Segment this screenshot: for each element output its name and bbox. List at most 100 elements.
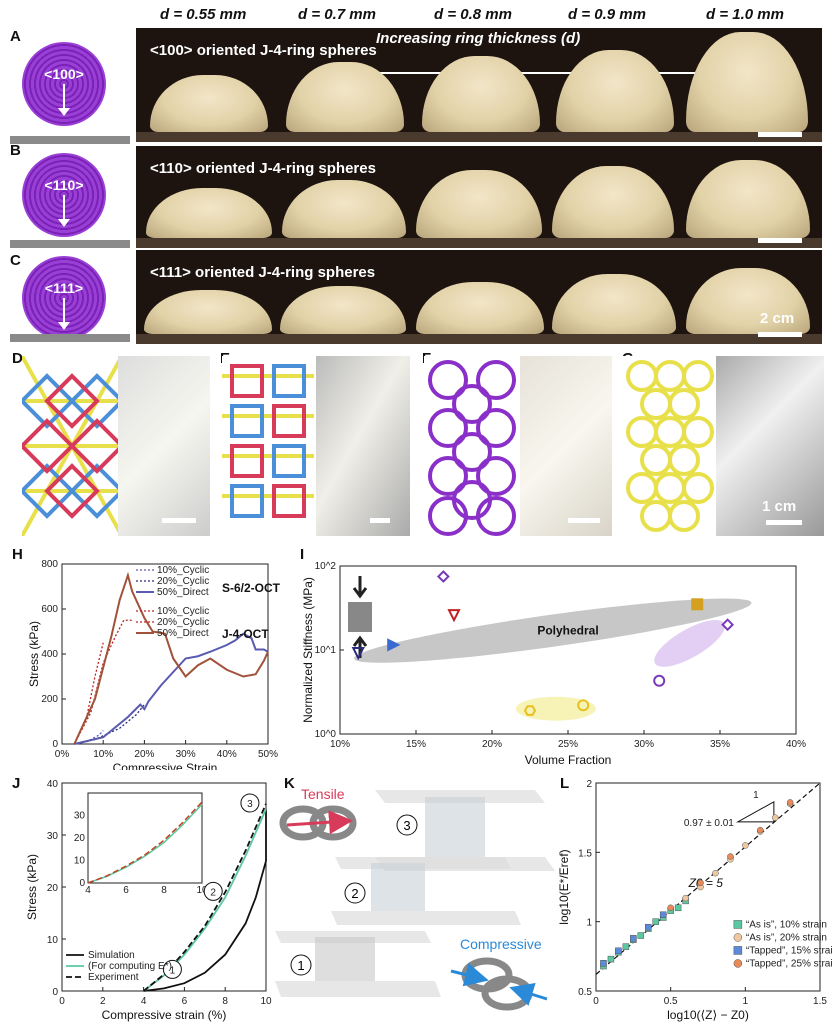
- x-axis-label: log10(⟨Z⟩ − Z0): [667, 1008, 749, 1022]
- shelf: [136, 238, 822, 248]
- thickness-header-5: d = 1.0 mm: [706, 6, 784, 23]
- increasing-label: Increasing ring thickness (d): [376, 30, 581, 47]
- y-tick-label: 0.5: [578, 987, 592, 998]
- data-point: [786, 799, 794, 806]
- arrow-down-icon: [58, 298, 70, 330]
- sphere-111: <111>: [22, 256, 106, 340]
- y-tick-label: 1.5: [578, 848, 592, 859]
- data-point: [645, 923, 652, 931]
- y-tick-label: 30: [47, 831, 59, 842]
- data-point: [447, 609, 461, 623]
- sponge: [282, 180, 406, 238]
- data-point: [622, 943, 630, 950]
- legend-swatch: [733, 946, 743, 955]
- x-tick-label: 40%: [217, 749, 237, 760]
- lattice-photo-g: 1 cm: [716, 356, 824, 536]
- x-tick-label: 4: [141, 996, 147, 1007]
- x-tick-label: 50%: [258, 749, 278, 760]
- y-tick-label: 1: [586, 918, 592, 929]
- sponge: [416, 170, 542, 238]
- floor: [10, 334, 130, 342]
- slope-one-label: 1: [753, 790, 759, 801]
- purple-region: [654, 619, 725, 667]
- scale-bar: [370, 518, 390, 523]
- polyhedral-region: [354, 598, 752, 663]
- inset-y-tick-label: 30: [74, 811, 86, 822]
- y-axis-label: Stress (kPa): [27, 621, 41, 687]
- x-tick-label: 20%: [482, 739, 502, 750]
- thickness-header-2: d = 0.7 mm: [298, 6, 376, 23]
- compressive-arrow-icon: [509, 982, 548, 1006]
- circled-marker: [240, 793, 260, 813]
- data-point: [691, 598, 704, 611]
- compressive-label: Compressive: [460, 936, 542, 952]
- legend-entry: 10%_Cyclic: [157, 565, 209, 576]
- x-tick-label: 0: [59, 996, 65, 1007]
- chart-i: Polyhedral 10% 15% 20% 25% 30% 35% 40% 10^0 10^1 1…: [301, 561, 806, 767]
- compressive-arrow-icon: [450, 962, 489, 987]
- scale-bar: [568, 518, 600, 523]
- series-line: [73, 571, 269, 745]
- x-tick-label: 10%: [330, 739, 350, 750]
- sponge: [552, 274, 676, 334]
- series-line: [74, 632, 269, 745]
- inset-y-tick-label: 0: [79, 878, 85, 889]
- series-line: [143, 809, 267, 992]
- marker-2-label: 2: [351, 886, 358, 901]
- data-point: [630, 935, 637, 942]
- scale-label-2cm: 2 cm: [760, 310, 795, 327]
- x-tick-label: 6: [182, 996, 188, 1007]
- y-tick-label: 600: [41, 604, 58, 615]
- data-point: [653, 674, 666, 687]
- marker-1: [290, 954, 312, 976]
- panel-j-label: J: [12, 775, 21, 792]
- scale-bar: [758, 332, 802, 337]
- data-point: [436, 570, 450, 583]
- plot-frame: [595, 782, 821, 992]
- stack-2: 2: [331, 857, 521, 925]
- series-line: [74, 730, 104, 745]
- series-line: [73, 619, 133, 745]
- scale-label-1cm: 1 cm: [762, 498, 797, 515]
- legend-entry: “Tapped”, 25% strain: [746, 958, 832, 969]
- marker-1-label: 1: [297, 958, 304, 973]
- lattice-photo-d: [118, 356, 210, 536]
- y-tick-label: 2: [586, 779, 592, 790]
- region-label: Polyhedral: [537, 624, 598, 638]
- panel-h-label: H: [12, 546, 23, 563]
- data-point: [757, 826, 764, 834]
- x-tick-label: 8: [222, 996, 228, 1007]
- marker-3-label: 3: [403, 818, 410, 833]
- scale-bar: [758, 238, 802, 243]
- shelf: [136, 132, 822, 142]
- x-tick-label: 0: [593, 996, 599, 1007]
- slope-triangle: [735, 800, 775, 823]
- x-tick-label: 30%: [176, 749, 196, 760]
- data-point: [351, 647, 365, 661]
- group-label: S-6/2-OCT: [222, 581, 281, 595]
- data-point: [721, 618, 735, 632]
- sponge: [422, 56, 540, 132]
- x-tick-label: 25%: [558, 739, 578, 750]
- scale-bar: [766, 520, 802, 525]
- sphere-label: <111>: [44, 279, 84, 296]
- x-tick-label: 30%: [634, 739, 654, 750]
- lattice-e: [222, 356, 314, 536]
- y-axis-label: Stress (kPa): [25, 854, 39, 920]
- sphere-label: <100>: [44, 65, 84, 82]
- inset-x-tick-label: 10: [196, 885, 208, 896]
- legend-entry: 10%_Cyclic: [157, 606, 209, 617]
- shelf: [136, 334, 822, 344]
- lattice-photo-f: [520, 356, 612, 536]
- data-point: [577, 699, 590, 712]
- data-point: [712, 869, 719, 877]
- slope-label: 0.97 ± 0.01: [684, 818, 734, 829]
- scale-bar: [162, 518, 196, 523]
- y-axis-label: log10(E*/Eref): [557, 849, 571, 924]
- data-point: [637, 932, 645, 939]
- data-point: [600, 960, 607, 967]
- data-point: [697, 879, 704, 887]
- stack-1: 1: [275, 931, 441, 997]
- panel-l-label: L: [560, 775, 570, 792]
